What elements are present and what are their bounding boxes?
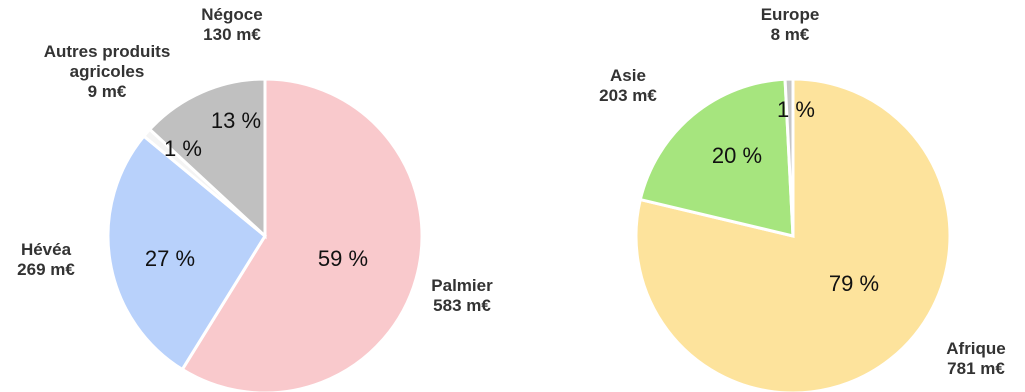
slice-percent-autres-produits-agricoles: 1 % — [164, 136, 202, 161]
pie-slice-negoce — [147, 77, 267, 240]
slice-value-europe: 8 m€ — [771, 25, 810, 44]
slice-value-afrique: 781 m€ — [947, 359, 1005, 378]
pie-chart-activity: 59 % Palmier 583 m€ 27 % Hévéa 269 m€ 1 % Autre… — [17, 5, 493, 392]
slice-percent-negoce: 13 % — [211, 108, 261, 133]
slice-category-europe: Europe — [761, 5, 820, 24]
slice-value-palmier: 583 m€ — [433, 296, 491, 315]
slice-label-negoce: Négoce 130 m€ — [201, 5, 262, 44]
slice-label-palmier: Palmier 583 m€ — [431, 276, 493, 315]
slice-category-autres-produits-agricoles: agricoles — [70, 62, 145, 81]
slice-category-hevea: Hévéa — [21, 240, 72, 259]
slice-label-hevea: Hévéa 269 m€ — [17, 240, 75, 279]
slice-percent-hevea: 27 % — [145, 246, 195, 271]
slice-percent-asie: 20 % — [712, 143, 762, 168]
pie-slice-europe — [783, 77, 795, 237]
slice-percent-palmier: 59 % — [318, 246, 368, 271]
slice-value-asie: 203 m€ — [599, 86, 657, 105]
slice-value-hevea: 269 m€ — [17, 260, 75, 279]
slice-value-autres-produits-agricoles: 9 m€ — [88, 82, 127, 101]
slice-label-autres-produits-agricoles: Autres produits agricoles 9 m€ — [44, 42, 171, 101]
pie-slice-asie — [638, 77, 795, 238]
pie-chart-region: 79 % Afrique 781 m€ 20 % Asie 203 m€ 1 % Europe… — [599, 5, 1006, 392]
slice-category-afrique: Afrique — [946, 339, 1006, 358]
slice-value-negoce: 130 m€ — [203, 25, 261, 44]
slice-category-autres-produits-agricoles: Autres produits — [44, 42, 171, 61]
slice-percent-afrique: 79 % — [829, 271, 879, 296]
slice-category-negoce: Négoce — [201, 5, 262, 24]
slice-category-palmier: Palmier — [431, 276, 493, 295]
slice-category-asie: Asie — [610, 66, 646, 85]
slice-label-afrique: Afrique 781 m€ — [946, 339, 1006, 378]
slice-label-europe: Europe 8 m€ — [761, 5, 820, 44]
pie-slice-hevea — [106, 134, 267, 372]
slice-label-asie: Asie 203 m€ — [599, 66, 657, 105]
pie-slice-palmier — [180, 77, 424, 392]
slice-percent-europe: 1 % — [777, 97, 815, 122]
